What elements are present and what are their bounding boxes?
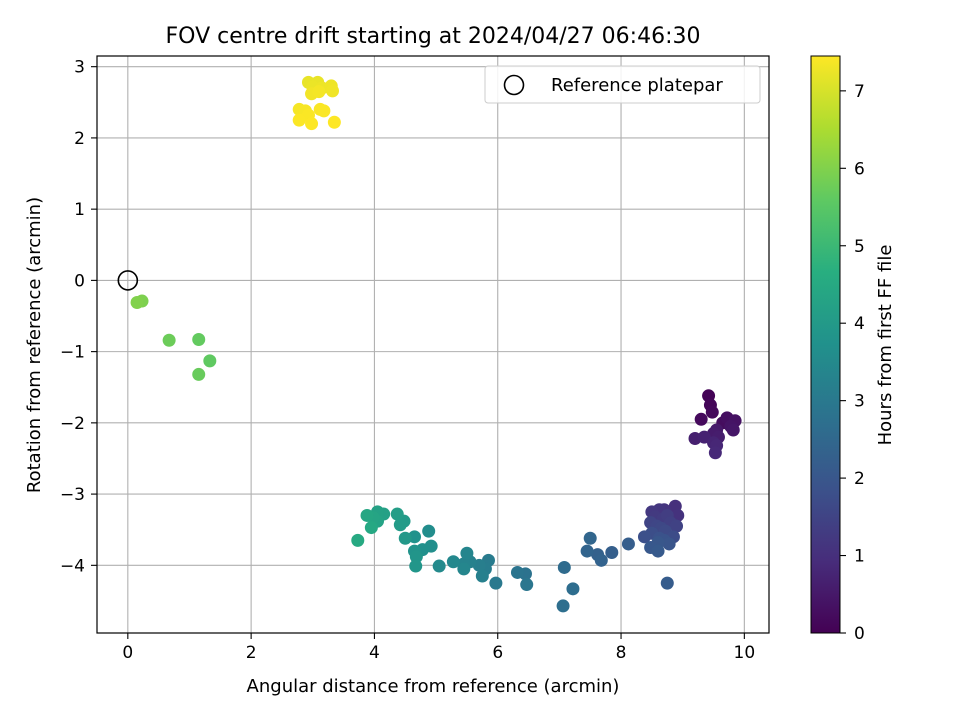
data-point (566, 582, 580, 596)
y-tick-label: 0 (74, 271, 85, 291)
data-point (364, 521, 378, 535)
data-point (594, 553, 608, 567)
colorbar-tick-label: 5 (854, 237, 865, 257)
data-point (422, 524, 436, 538)
y-axis-label: Rotation from reference (arcmin) (24, 197, 45, 493)
colorbar: 0 1 2 3 4 5 6 7 Hours from first FF file (810, 55, 896, 644)
data-points (130, 75, 742, 613)
data-point (432, 559, 446, 573)
data-point (130, 295, 144, 309)
colorbar-tick-label: 1 (854, 547, 865, 567)
data-point (327, 115, 341, 129)
data-point (556, 599, 570, 613)
data-point (475, 569, 489, 583)
colorbar-gradient (810, 55, 841, 634)
data-point (510, 565, 524, 579)
data-point (360, 508, 374, 522)
data-point (670, 519, 684, 533)
colorbar-tick-label: 4 (854, 314, 865, 334)
data-point (409, 559, 423, 573)
x-tick-label: 6 (492, 643, 503, 663)
y-tick-label: −3 (60, 485, 85, 505)
data-point (317, 104, 331, 118)
data-point (605, 546, 619, 560)
data-point (621, 537, 635, 551)
legend-marker-reference (503, 74, 525, 96)
data-point (580, 544, 594, 558)
x-tick-label: 2 (246, 643, 257, 663)
data-point (457, 562, 471, 576)
data-point (393, 518, 407, 532)
data-point (583, 531, 597, 545)
x-tick-label: 4 (369, 643, 380, 663)
data-point (726, 423, 740, 437)
y-tick-label: −1 (60, 343, 85, 363)
data-point (162, 333, 176, 347)
y-tick-label: 3 (74, 58, 85, 78)
data-point (390, 507, 404, 521)
x-axis-label: Angular distance from reference (arcmin) (247, 676, 620, 697)
data-point (489, 576, 503, 590)
colorbar-label: Hours from first FF file (875, 245, 896, 446)
x-axis-ticks: 0 2 4 6 8 10 (122, 633, 755, 663)
y-tick-label: 2 (74, 129, 85, 149)
data-point (705, 405, 719, 419)
colorbar-tick-label: 2 (854, 469, 865, 489)
x-tick-label: 0 (122, 643, 133, 663)
x-tick-label: 8 (616, 643, 627, 663)
reference-layer (117, 270, 139, 291)
data-point (651, 544, 665, 558)
chart-title: FOV centre drift starting at 2024/04/27 … (166, 24, 701, 49)
data-point (708, 446, 722, 460)
y-tick-label: 1 (74, 200, 85, 220)
legend: Reference platepar (484, 65, 761, 104)
data-point (662, 537, 676, 551)
data-point (637, 530, 651, 544)
data-point (520, 578, 534, 592)
colorbar-ticks: 0 1 2 3 4 5 6 7 (840, 82, 865, 644)
data-point (557, 560, 571, 574)
y-tick-label: −2 (60, 414, 85, 434)
data-point (305, 117, 319, 131)
colorbar-tick-label: 7 (854, 82, 865, 102)
legend-box (484, 65, 761, 104)
data-point (292, 113, 306, 127)
colorbar-tick-label: 0 (854, 624, 865, 644)
data-point (460, 546, 474, 560)
data-point (446, 555, 460, 569)
data-point (351, 533, 365, 547)
y-tick-label: −4 (60, 556, 85, 576)
colorbar-tick-label: 3 (854, 392, 865, 412)
data-point (192, 333, 206, 347)
data-point (409, 550, 423, 564)
data-point (192, 367, 206, 381)
data-point (203, 354, 217, 368)
y-axis-ticks: −4 −3 −2 −1 0 1 2 3 (60, 58, 97, 576)
data-point (326, 84, 340, 98)
x-tick-label: 10 (734, 643, 756, 663)
reference-platepar-marker (117, 270, 139, 291)
data-point (312, 85, 326, 99)
data-point (660, 576, 674, 590)
data-point (398, 531, 412, 545)
legend-entry-reference: Reference platepar (551, 75, 723, 96)
axes-frame (96, 55, 770, 634)
colorbar-tick-label: 6 (854, 159, 865, 179)
data-point (694, 412, 708, 426)
